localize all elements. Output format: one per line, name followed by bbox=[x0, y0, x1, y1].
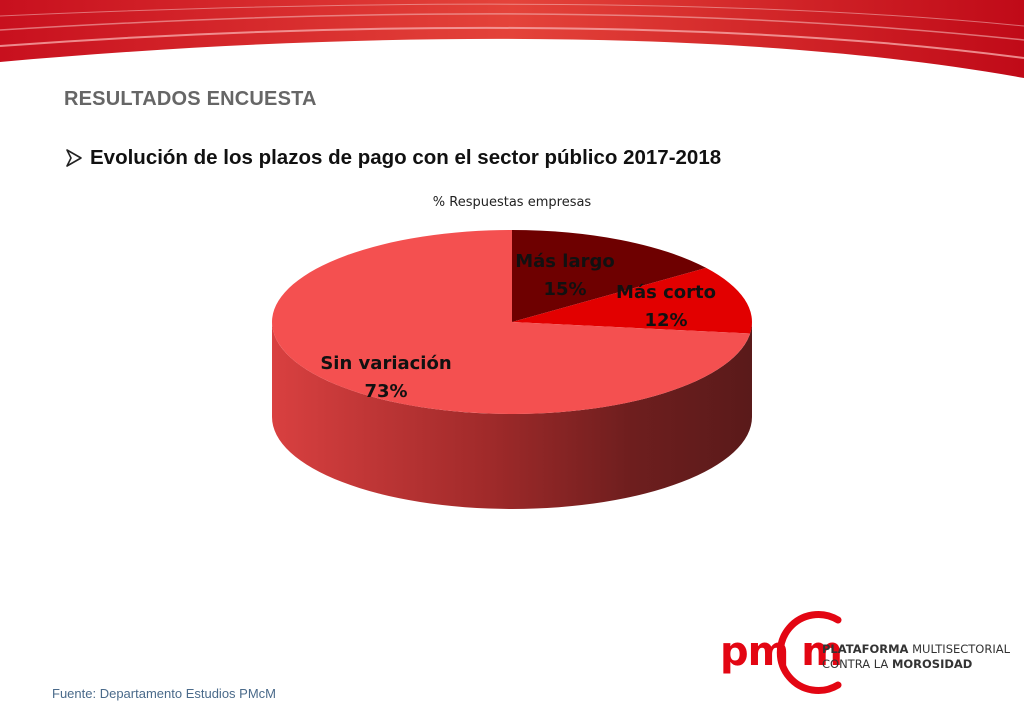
bullet-heading-text: Evolución de los plazos de pago con el s… bbox=[90, 146, 722, 169]
label-mas-corto-name: Más corto bbox=[616, 282, 716, 303]
label-mas-largo-value: 15% bbox=[543, 279, 586, 300]
source-note: Fuente: Departamento Estudios PMcM bbox=[52, 686, 276, 701]
label-sin-variacion-name: Sin variación bbox=[320, 353, 451, 374]
pmcm-logo: pm m PLATAFORMA MULTISECTORIAL CONTRA LA… bbox=[712, 610, 1012, 695]
bullet-arrow-icon bbox=[66, 149, 82, 167]
slice-sin-variacion bbox=[272, 230, 751, 414]
pie-side-wall bbox=[272, 322, 752, 509]
pie-chart: % Respuestas empresas Más largo 15% Más … bbox=[272, 195, 752, 509]
label-mas-corto-value: 12% bbox=[644, 310, 687, 331]
section-title: RESULTADOS ENCUESTA bbox=[64, 88, 317, 110]
slice-mas-corto bbox=[512, 267, 752, 334]
logo-line-2: CONTRA LA MOROSIDAD bbox=[822, 657, 973, 671]
bullet-heading: Evolución de los plazos de pago con el s… bbox=[64, 146, 721, 170]
logo-line-1: PLATAFORMA MULTISECTORIAL bbox=[822, 642, 1011, 656]
logo-c-arc-icon bbox=[776, 611, 842, 694]
label-mas-largo-name: Más largo bbox=[515, 251, 614, 272]
label-sin-variacion-value: 73% bbox=[364, 381, 407, 402]
chart-title: % Respuestas empresas bbox=[433, 195, 592, 210]
slice-mas-largo bbox=[512, 230, 707, 322]
header-banner bbox=[0, 0, 1024, 78]
logo-letters: pm m bbox=[720, 629, 843, 675]
